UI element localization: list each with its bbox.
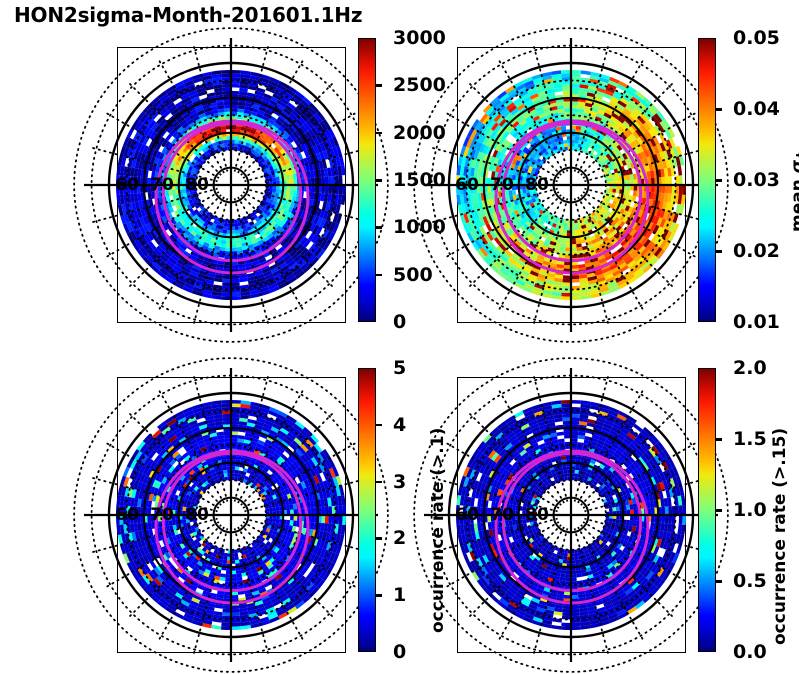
mlat-tick-80: 80 <box>185 505 209 525</box>
mlat-tick-80: 80 <box>525 505 549 525</box>
polar-plot-mean-sigma-phi <box>413 27 729 343</box>
colorbar-tick-mark <box>376 179 382 182</box>
colorbar-tick-mark <box>716 108 722 111</box>
figure-title: HON2sigma-Month-201601.1Hz <box>14 3 363 27</box>
colorbar-tick-label: 0 <box>393 311 407 333</box>
mlat-tick-60: 60 <box>115 175 139 195</box>
colorbar-tick-label: 2.0 <box>733 357 767 379</box>
colorbar-occurrence-rate-01 <box>358 368 376 652</box>
polar-plot-occurrence-rate-01 <box>73 357 389 673</box>
colorbar-tick-label: 2000 <box>393 121 446 144</box>
heatmap-cells <box>455 399 687 631</box>
colorbar-tick-mark <box>716 179 722 182</box>
colorbar-tick-mark <box>376 131 382 135</box>
mlat-tick-80: 80 <box>525 175 549 195</box>
colorbar-tick-mark <box>376 84 382 87</box>
colorbar-gradient <box>359 369 375 651</box>
colorbar-mean-sigma-phi <box>698 38 716 322</box>
colorbar-data-points <box>358 38 376 322</box>
mlat-tick-70: 70 <box>150 505 174 525</box>
colorbar-tick-label: 1500 <box>393 169 446 191</box>
mlat-tick-70: 70 <box>490 505 514 525</box>
colorbar-tick-mark <box>376 226 382 229</box>
colorbar-tick-label: 5 <box>393 357 407 379</box>
colorbar-tick-mark <box>716 438 722 441</box>
colorbar-gradient <box>699 369 715 651</box>
colorbar-tick-label: 3000 <box>393 27 446 49</box>
colorbar-label-occurrence-rate-015: occurrence rate (>.15) <box>770 427 790 645</box>
colorbar-tick-mark <box>716 250 722 253</box>
colorbar-tick-label: 500 <box>393 263 433 286</box>
heatmap-cells <box>455 69 687 301</box>
colorbar-gradient <box>699 39 715 321</box>
colorbar-tick-mark <box>376 537 382 540</box>
colorbar-tick-mark <box>716 580 722 583</box>
colorbar-tick-label: 2500 <box>393 74 446 97</box>
mlat-tick-70: 70 <box>150 175 174 195</box>
colorbar-tick-label: 0.05 <box>733 27 780 49</box>
colorbar-tick-label: 1 <box>393 584 407 607</box>
colorbar-tick-label: 0.01 <box>733 311 780 333</box>
panel-data-points: 60 70 80 <box>73 27 389 343</box>
colorbar-gradient <box>359 39 375 321</box>
panel-mean-sigma-phi: 60 70 80 <box>413 27 729 343</box>
colorbar-label-mean-sigma-phi: mean σɸ <box>788 150 799 232</box>
colorbar-tick-label: 0.0 <box>733 641 767 663</box>
colorbar-occurrence-rate-015 <box>698 368 716 652</box>
colorbar-tick-mark <box>716 509 722 512</box>
mlat-tick-60: 60 <box>455 505 479 525</box>
colorbar-tick-label: 3 <box>393 470 407 493</box>
colorbar-tick-mark <box>376 594 382 597</box>
heatmap-cells <box>115 399 347 631</box>
colorbar-tick-label: 4 <box>393 413 407 436</box>
panel-occurrence-rate-015: 60 70 80 <box>413 357 729 673</box>
colorbar-tick-label: 0 <box>393 641 407 663</box>
mlat-tick-60: 60 <box>115 505 139 525</box>
mlat-tick-70: 70 <box>490 175 514 195</box>
colorbar-tick-label: 0.5 <box>733 570 767 592</box>
colorbar-tick-label: 0.03 <box>733 169 780 191</box>
colorbar-tick-label: 1.0 <box>733 499 767 521</box>
colorbar-tick-mark <box>376 480 382 484</box>
mlat-tick-60: 60 <box>455 175 479 195</box>
colorbar-tick-label: 1.5 <box>733 428 767 450</box>
panel-occurrence-rate-01: 60 70 80 <box>73 357 389 673</box>
mlat-tick-80: 80 <box>185 175 209 195</box>
colorbar-tick-label: 0.02 <box>733 240 780 262</box>
colorbar-tick-label: 0.04 <box>733 98 780 120</box>
colorbar-tick-mark <box>376 273 382 277</box>
colorbar-label-text: mean <box>788 179 799 232</box>
sigma-symbol: σ <box>788 160 799 173</box>
colorbar-tick-label: 2 <box>393 527 407 550</box>
colorbar-tick-mark <box>376 423 382 427</box>
colorbar-label-occurrence-rate-01: occurrence rate (>.1) <box>428 427 448 633</box>
phi-subscript: ɸ <box>795 150 799 160</box>
polar-plot-occurrence-rate-015 <box>413 357 729 673</box>
polar-plot-data-points <box>73 27 389 343</box>
